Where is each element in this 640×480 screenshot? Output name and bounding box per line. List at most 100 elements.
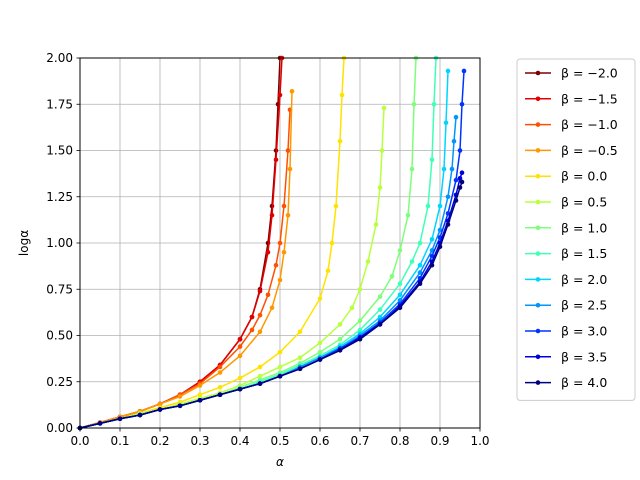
legend-entry: β = 4.0 — [525, 375, 607, 390]
data-point — [285, 148, 291, 153]
data-point — [449, 166, 455, 172]
data-point — [257, 329, 263, 335]
data-point — [297, 366, 303, 372]
data-point — [249, 327, 255, 333]
data-point — [97, 421, 103, 426]
y-tick-label: 1.25 — [46, 190, 73, 204]
legend-entry: β = −2.0 — [525, 66, 618, 81]
data-point — [443, 120, 449, 126]
data-point — [357, 336, 363, 342]
legend-swatch-marker — [535, 96, 541, 102]
legend-swatch-marker — [535, 380, 541, 385]
legend-swatch-marker — [535, 328, 541, 334]
legend-frame — [516, 58, 636, 401]
legend-label: β = 3.0 — [561, 324, 607, 339]
legend-entry: β = 2.5 — [525, 298, 607, 313]
y-tick-label: 1.00 — [46, 236, 73, 250]
data-point — [389, 274, 395, 279]
data-point — [397, 281, 403, 287]
data-point — [377, 314, 383, 320]
data-point — [237, 353, 243, 359]
data-point — [297, 355, 303, 361]
legend-entry: β = 0.5 — [525, 195, 607, 210]
data-point — [417, 240, 423, 246]
y-tick-label: 1.75 — [46, 97, 73, 111]
data-point — [357, 286, 363, 292]
data-point — [437, 227, 443, 233]
data-point — [281, 203, 287, 209]
legend-swatch-marker — [535, 302, 541, 308]
data-point — [377, 185, 383, 190]
data-point — [317, 357, 323, 362]
data-point — [269, 212, 275, 218]
data-point — [277, 373, 283, 379]
data-point — [441, 166, 447, 172]
x-tick-label: 0.1 — [110, 434, 129, 448]
data-point — [451, 138, 457, 144]
data-point — [197, 397, 203, 403]
legend-entry: β = 1.5 — [525, 246, 607, 261]
data-point — [437, 244, 443, 249]
data-point — [397, 248, 403, 253]
data-point — [445, 194, 451, 200]
legend-label: β = −1.5 — [561, 91, 618, 106]
data-point — [373, 222, 379, 227]
legend-label: β = 1.5 — [561, 246, 607, 261]
data-point — [177, 403, 183, 409]
data-point — [265, 249, 271, 255]
legend-label: β = 3.5 — [561, 349, 607, 364]
series-line — [79, 181, 463, 429]
data-point — [281, 249, 287, 255]
legend-label: β = −0.5 — [561, 143, 618, 158]
data-point — [459, 170, 465, 175]
data-point — [157, 401, 163, 407]
x-tick-label: 0.9 — [430, 434, 449, 448]
data-point — [459, 179, 465, 185]
y-tick-label: 0.75 — [46, 282, 73, 296]
data-point — [277, 277, 283, 283]
data-point — [237, 344, 243, 349]
data-point — [417, 262, 423, 268]
y-tick-label: 0.50 — [46, 329, 73, 343]
data-point — [431, 101, 437, 107]
data-point — [137, 412, 143, 418]
data-point — [287, 166, 293, 172]
data-point — [357, 318, 363, 324]
data-point — [445, 222, 451, 227]
legend-swatch-marker — [535, 277, 541, 282]
data-point — [409, 166, 415, 172]
legend: β = −2.0 β = −1.5 β = −1.0 β = −0.5 β = 0.0 β… — [516, 58, 636, 401]
series-layer — [77, 55, 467, 431]
data-point — [445, 68, 451, 74]
legend-label: β = 1.0 — [561, 220, 607, 235]
data-point — [317, 296, 323, 301]
data-point — [337, 348, 343, 353]
data-point — [197, 383, 203, 388]
data-point — [257, 373, 263, 379]
legend-swatch-marker — [535, 148, 541, 153]
data-point — [157, 407, 163, 412]
legend-entry: β = −0.5 — [525, 143, 618, 158]
data-point — [257, 364, 263, 370]
legend-swatch-marker — [535, 225, 541, 231]
legend-swatch-marker — [535, 70, 541, 76]
series-12 — [77, 179, 465, 431]
legend-entry: β = −1.0 — [525, 117, 618, 132]
x-tick-label: 0.8 — [390, 434, 409, 448]
data-point — [217, 364, 223, 370]
y-axis-label: logα — [17, 230, 31, 256]
x-tick-label: 0.4 — [230, 434, 249, 448]
data-point — [425, 203, 431, 209]
legend-label: β = 2.5 — [561, 298, 607, 313]
x-tick-label: 0.0 — [70, 434, 89, 448]
data-point — [411, 101, 417, 107]
x-tick-label: 0.6 — [310, 434, 329, 448]
data-point — [377, 322, 383, 327]
data-point — [337, 336, 343, 342]
data-point — [285, 212, 291, 218]
data-point — [397, 305, 403, 311]
data-point — [217, 370, 223, 375]
data-point — [257, 381, 263, 386]
data-point — [177, 394, 183, 399]
legend-swatch-marker — [535, 354, 541, 360]
